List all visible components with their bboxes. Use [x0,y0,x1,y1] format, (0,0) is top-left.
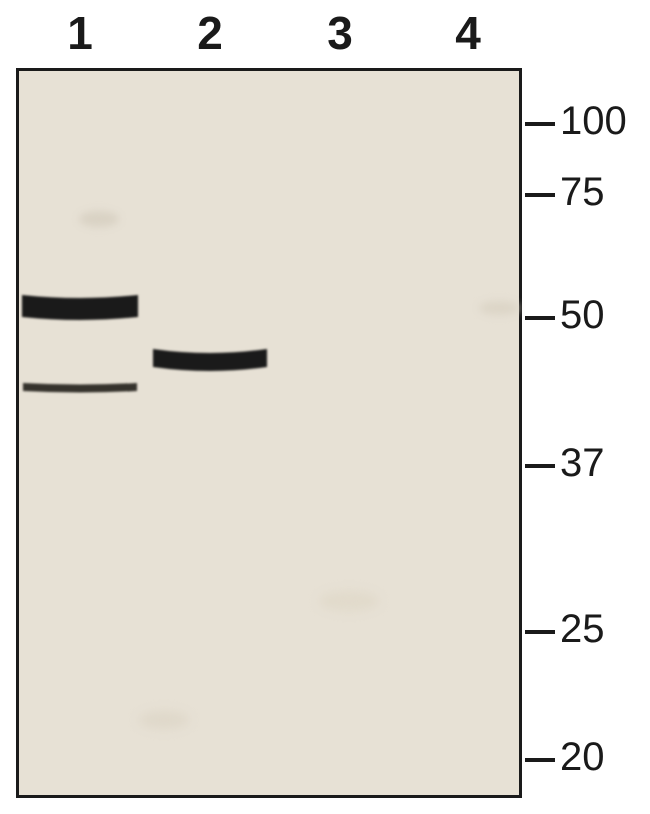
lane-label-2: 2 [197,6,223,60]
protein-band [21,379,139,401]
mw-tick-25 [525,630,555,634]
membrane-smudge [139,711,189,729]
mw-label-50: 50 [560,293,605,338]
mw-label-37: 37 [560,441,605,486]
lane-label-1: 1 [67,6,93,60]
lane-label-3: 3 [327,6,353,60]
mw-label-100: 100 [560,99,627,144]
blot-membrane [16,68,522,798]
mw-label-75: 75 [560,170,605,215]
membrane-smudge [479,301,519,315]
mw-label-25: 25 [560,607,605,652]
mw-tick-100 [525,122,555,126]
mw-label-20: 20 [560,735,605,780]
mw-tick-75 [525,193,555,197]
mw-tick-20 [525,758,555,762]
membrane-smudge [319,591,379,611]
protein-band [20,291,140,333]
mw-tick-50 [525,316,555,320]
lane-label-4: 4 [455,6,481,60]
membrane-smudge [79,211,119,227]
mw-tick-37 [525,464,555,468]
western-blot-figure: 1 2 3 4 100 75 50 37 25 20 [0,0,650,814]
protein-band [151,345,269,387]
